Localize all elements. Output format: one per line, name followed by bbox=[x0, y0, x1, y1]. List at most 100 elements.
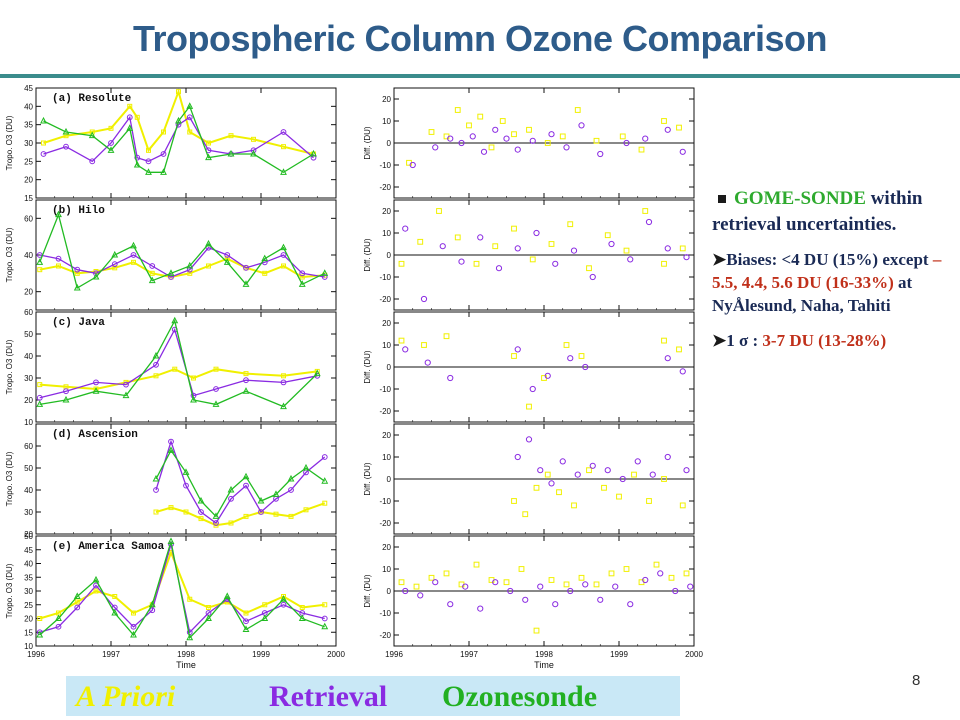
apriori-diff-point bbox=[428, 129, 435, 135]
apriori-diff-point bbox=[421, 342, 427, 348]
retrieval-point bbox=[149, 607, 156, 614]
sonde-point bbox=[73, 283, 81, 291]
retrieval-diff-point bbox=[507, 587, 514, 595]
apriori-diff-point bbox=[518, 566, 525, 572]
retrieval-diff-point bbox=[683, 254, 690, 261]
y-tick-label: -20 bbox=[379, 407, 391, 416]
retrieval-diff-point bbox=[420, 295, 428, 303]
apriori-point bbox=[262, 270, 268, 276]
apriori-diff-point bbox=[661, 476, 667, 482]
retrieval-diff-point bbox=[402, 346, 409, 353]
retrieval-diff-point bbox=[582, 363, 589, 371]
retrieval-diff-point bbox=[589, 273, 596, 281]
x-tick-label: 1998 bbox=[535, 650, 553, 659]
retrieval-diff-point bbox=[627, 256, 634, 263]
apriori-diff-point bbox=[668, 574, 675, 581]
apriori-diff-point bbox=[544, 471, 551, 478]
retrieval-point bbox=[228, 495, 234, 502]
retrieval-diff-point bbox=[514, 453, 521, 461]
retrieval-diff-point bbox=[477, 605, 484, 612]
retrieval-point bbox=[224, 252, 231, 258]
retrieval-point bbox=[168, 438, 174, 445]
sonde-point bbox=[182, 468, 190, 475]
retrieval-diff-point bbox=[492, 126, 499, 133]
series-line-apriori bbox=[155, 502, 326, 527]
retrieval-diff-point bbox=[529, 137, 536, 144]
y-tick-label: 15 bbox=[24, 194, 33, 203]
y-tick-label: 10 bbox=[24, 642, 33, 651]
retrieval-point bbox=[108, 140, 114, 146]
apriori-point bbox=[288, 513, 294, 519]
sonde-point bbox=[40, 116, 47, 124]
retrieval-diff-point bbox=[533, 229, 540, 237]
y-tick-label: 45 bbox=[24, 546, 33, 555]
y-tick-label: 25 bbox=[24, 601, 33, 610]
y-tick-label: 10 bbox=[382, 453, 391, 462]
sonde-point bbox=[55, 614, 62, 621]
y-tick-label: -10 bbox=[379, 161, 391, 170]
retrieval-point bbox=[299, 270, 306, 277]
charts-area: 15 20 25 30 35 40 45 Tropo. O3 (DU) (a) Resolute… bbox=[5, 84, 703, 670]
apriori-diff-point bbox=[653, 561, 660, 568]
apriori-point bbox=[41, 140, 46, 146]
retrieval-diff-point bbox=[514, 146, 521, 153]
retrieval-diff-point bbox=[529, 385, 536, 393]
y-tick-label: 50 bbox=[24, 532, 33, 541]
retrieval-point bbox=[243, 482, 249, 489]
apriori-diff-point bbox=[556, 489, 562, 496]
apriori-point bbox=[206, 605, 211, 610]
apriori-diff-point bbox=[413, 583, 420, 590]
apriori-point bbox=[74, 599, 80, 605]
y-axis-label: Tropo. O3 (DU) bbox=[5, 227, 14, 282]
apriori-diff-point bbox=[466, 122, 472, 129]
retrieval-diff-point bbox=[567, 355, 574, 362]
retrieval-diff-point bbox=[514, 346, 521, 353]
bullet-1: GOME-SONDE within retrieval uncertaintie… bbox=[712, 186, 960, 237]
y-tick-label: 0 bbox=[387, 587, 392, 596]
sonde-point bbox=[55, 210, 62, 218]
sonde-point bbox=[133, 160, 141, 168]
apriori-diff-point bbox=[511, 225, 517, 232]
panel-label: (d) Ascension bbox=[52, 429, 138, 441]
y-tick-label: 45 bbox=[24, 84, 33, 93]
retrieval-diff-point bbox=[589, 462, 596, 469]
retrieval-diff-point bbox=[480, 148, 488, 155]
sonde-point bbox=[212, 400, 220, 407]
apriori-point bbox=[146, 147, 151, 153]
apriori-diff-point bbox=[608, 570, 615, 577]
sonde-point bbox=[145, 168, 152, 175]
retrieval-diff-point bbox=[492, 579, 499, 586]
retrieval-point bbox=[149, 263, 156, 269]
sonde-point bbox=[36, 630, 44, 638]
y-tick-label: 30 bbox=[24, 374, 33, 383]
sonde-point bbox=[280, 168, 287, 175]
arrow-bullet-icon: ➤ bbox=[712, 331, 727, 351]
y-axis-label: Diff. (DU) bbox=[363, 462, 372, 496]
apriori-point bbox=[74, 270, 80, 276]
apriori-point bbox=[243, 610, 249, 616]
apriori-diff-point bbox=[544, 140, 551, 146]
title-rule bbox=[0, 74, 960, 78]
y-tick-label: 40 bbox=[24, 102, 33, 111]
retrieval-diff-point bbox=[503, 135, 510, 142]
sonde-point bbox=[280, 402, 287, 410]
bullet-2: ➤Biases: <4 DU (15%) except –5.5, 4.4, 5… bbox=[712, 249, 960, 318]
y-axis-label: Diff. (DU) bbox=[363, 574, 372, 608]
series-line-retrieval bbox=[39, 544, 325, 634]
apriori-point bbox=[176, 89, 181, 95]
sonde-point bbox=[261, 614, 269, 621]
y-tick-label: 50 bbox=[24, 464, 33, 473]
apriori-point bbox=[281, 144, 286, 150]
apriori-point bbox=[131, 610, 136, 616]
apriori-point bbox=[322, 500, 328, 506]
apriori-point bbox=[281, 373, 286, 379]
apriori-diff-point bbox=[571, 502, 577, 509]
retrieval-diff-point bbox=[687, 583, 694, 590]
retrieval-diff-point bbox=[570, 247, 578, 254]
retrieval-point bbox=[55, 255, 62, 262]
apriori-point bbox=[187, 270, 193, 276]
retrieval-diff-point bbox=[548, 480, 555, 487]
apriori-diff-point bbox=[661, 337, 667, 344]
retrieval-point bbox=[63, 143, 69, 150]
y-tick-label: 20 bbox=[382, 95, 391, 104]
